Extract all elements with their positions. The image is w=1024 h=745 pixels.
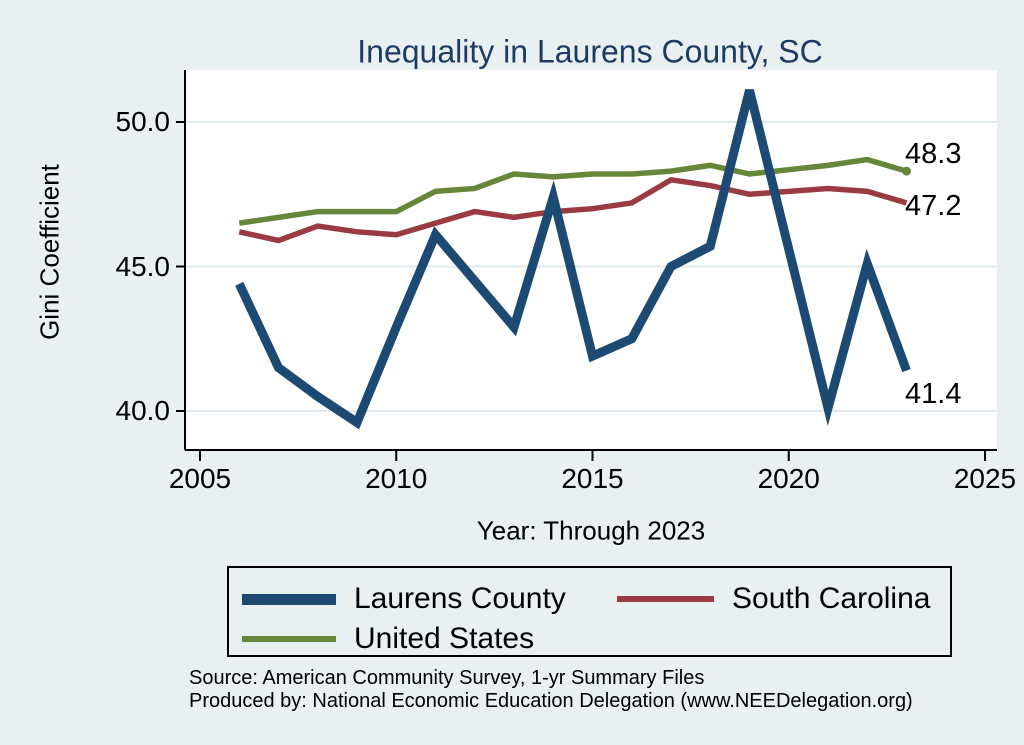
x-tick-label: 2015: [561, 463, 624, 494]
legend-swatch-south-carolina: [617, 596, 714, 602]
chart-title: Inequality in Laurens County, SC: [357, 33, 823, 70]
legend-swatch-laurens-county: [242, 594, 336, 605]
y-tick-label: 45.0: [115, 250, 171, 282]
legend-label-united-states: United States: [354, 622, 535, 655]
legend-label-south-carolina: South Carolina: [732, 582, 931, 615]
source-line-1: Source: American Community Survey, 1-yr …: [189, 667, 705, 689]
series-end-dot-united-states: [902, 166, 911, 176]
plot-background: [185, 70, 997, 450]
legend-swatch-united-states: [242, 636, 336, 642]
end-label-united-states: 48.3: [905, 138, 962, 171]
y-tick-label: 50.0: [115, 106, 171, 137]
legend-label-laurens-county: Laurens County: [354, 582, 566, 615]
source-line-2: Produced by: National Economic Education…: [189, 690, 913, 712]
x-tick-label: 2020: [757, 463, 820, 494]
end-label-laurens-county: 41.4: [905, 377, 962, 410]
source-note: Source: American Community Survey, 1-yr …: [189, 667, 913, 713]
end-label-south-carolina: 47.2: [905, 189, 962, 222]
x-tick-label: 2005: [168, 463, 232, 494]
series-line-laurens-county: [235, 89, 911, 430]
y-tick-label: 40.0: [115, 395, 171, 426]
y-axis-label: Gini Coefficient: [34, 164, 65, 340]
x-tick-label: 2010: [365, 463, 428, 494]
legend: Laurens County South Carolina United Sta…: [227, 566, 952, 657]
x-tick-label: 2025: [953, 463, 1017, 494]
x-axis-label: Year: Through 2023: [476, 515, 706, 546]
series-line-united-states: [238, 156, 908, 226]
